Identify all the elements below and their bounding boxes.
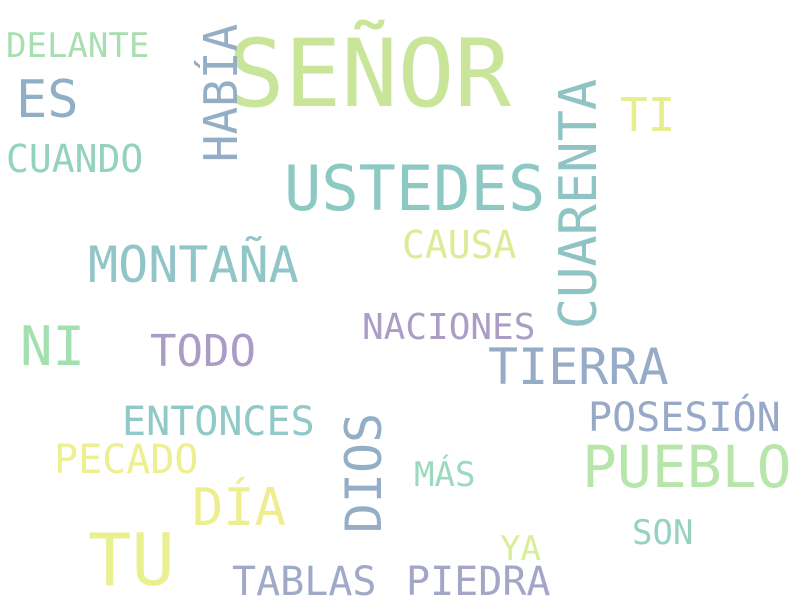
word-pueblo: PUEBLO	[582, 433, 792, 501]
word-cuando: CUANDO	[6, 137, 144, 181]
word-causa: CAUSA	[402, 223, 517, 267]
word-naciones: NACIONES	[362, 307, 536, 348]
word-es: ES	[16, 70, 79, 130]
word-dia: DÍA	[192, 478, 286, 538]
word-piedra: PIEDRA	[406, 559, 551, 605]
word-todo: TODO	[150, 326, 256, 377]
word-tierra: TIERRA	[488, 338, 669, 396]
word-habia: HABÍA	[194, 23, 249, 163]
word-delante: DELANTE	[6, 26, 150, 66]
word-ni: NI	[20, 315, 86, 378]
word-mas: MÁS	[414, 455, 476, 495]
word-posesion: POSESIÓN	[588, 395, 781, 441]
word-ya: YA	[500, 529, 541, 569]
word-ti: TI	[620, 88, 676, 142]
word-tablas: TABLAS	[232, 559, 377, 605]
word-pecado: PECADO	[54, 437, 199, 483]
word-cuarenta: CUARENTA	[549, 78, 610, 330]
word-tu: TU	[88, 518, 175, 602]
word-son: SON	[632, 513, 694, 553]
word-senor: SEÑOR	[228, 20, 511, 129]
word-entonces: ENTONCES	[122, 399, 315, 445]
word-montana: MONTAÑA	[88, 236, 299, 294]
word-dios: DIOS	[335, 412, 394, 534]
word-ustedes: USTEDES	[284, 152, 546, 225]
